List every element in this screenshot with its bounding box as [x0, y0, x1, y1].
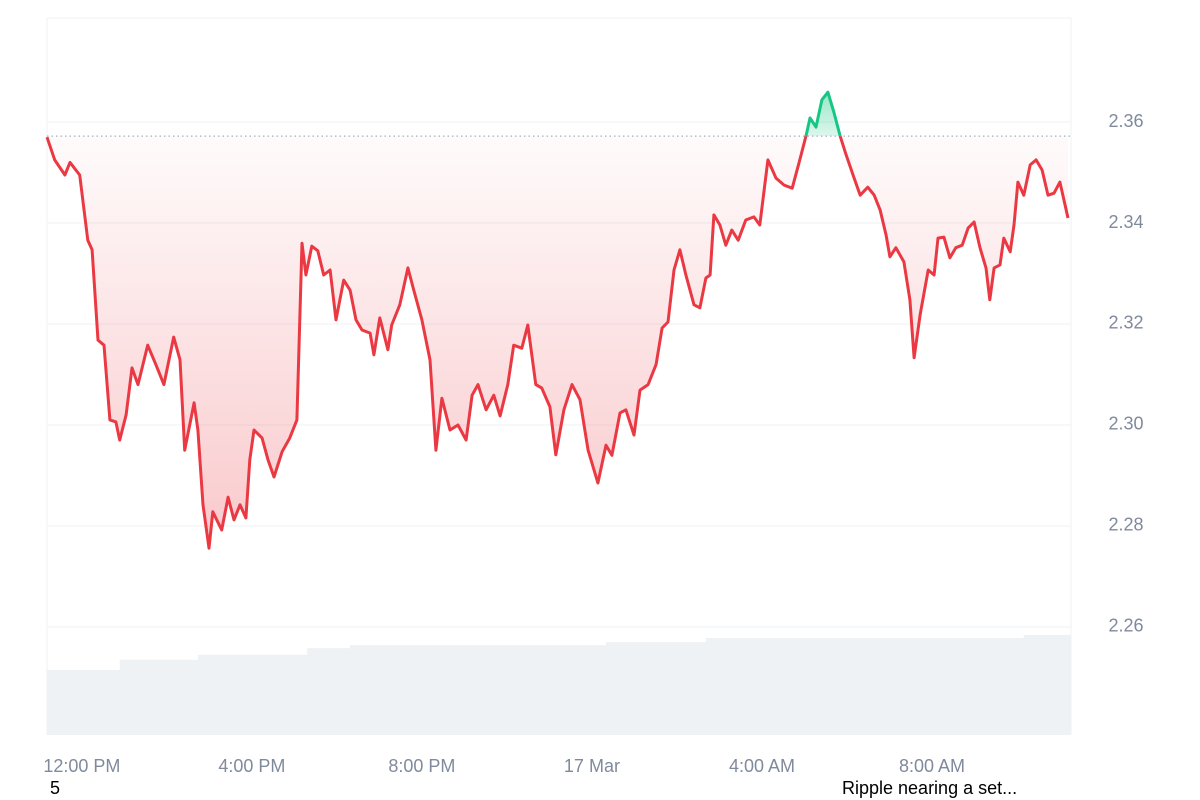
volume-area	[47, 635, 1071, 735]
x-tick-label: 4:00 PM	[218, 756, 285, 776]
price-line	[45, 136, 1070, 550]
y-tick-label: 2.28	[1108, 515, 1143, 535]
annotation: 5	[50, 778, 60, 798]
y-tick-label: 2.26	[1108, 616, 1143, 636]
x-tick-label: 17 Mar	[564, 756, 620, 776]
area-below	[47, 136, 1068, 549]
x-tick-label: 12:00 PM	[43, 756, 120, 776]
x-tick-label: 4:00 AM	[729, 756, 795, 776]
plot: 2.26 2.28 2.30 2.32 2.34 2.36 12:00 PM 4:00 PM 8…	[43, 17, 1144, 776]
x-tick-label: 8:00 AM	[899, 756, 965, 776]
y-tick-label: 2.36	[1108, 111, 1143, 131]
y-tick-label: 2.32	[1108, 313, 1143, 333]
y-tick-label: 2.30	[1108, 414, 1143, 434]
y-tick-label: 2.34	[1108, 212, 1143, 232]
x-tick-label: 8:00 PM	[388, 756, 455, 776]
annotation: Ripple nearing a set...	[842, 778, 1017, 798]
